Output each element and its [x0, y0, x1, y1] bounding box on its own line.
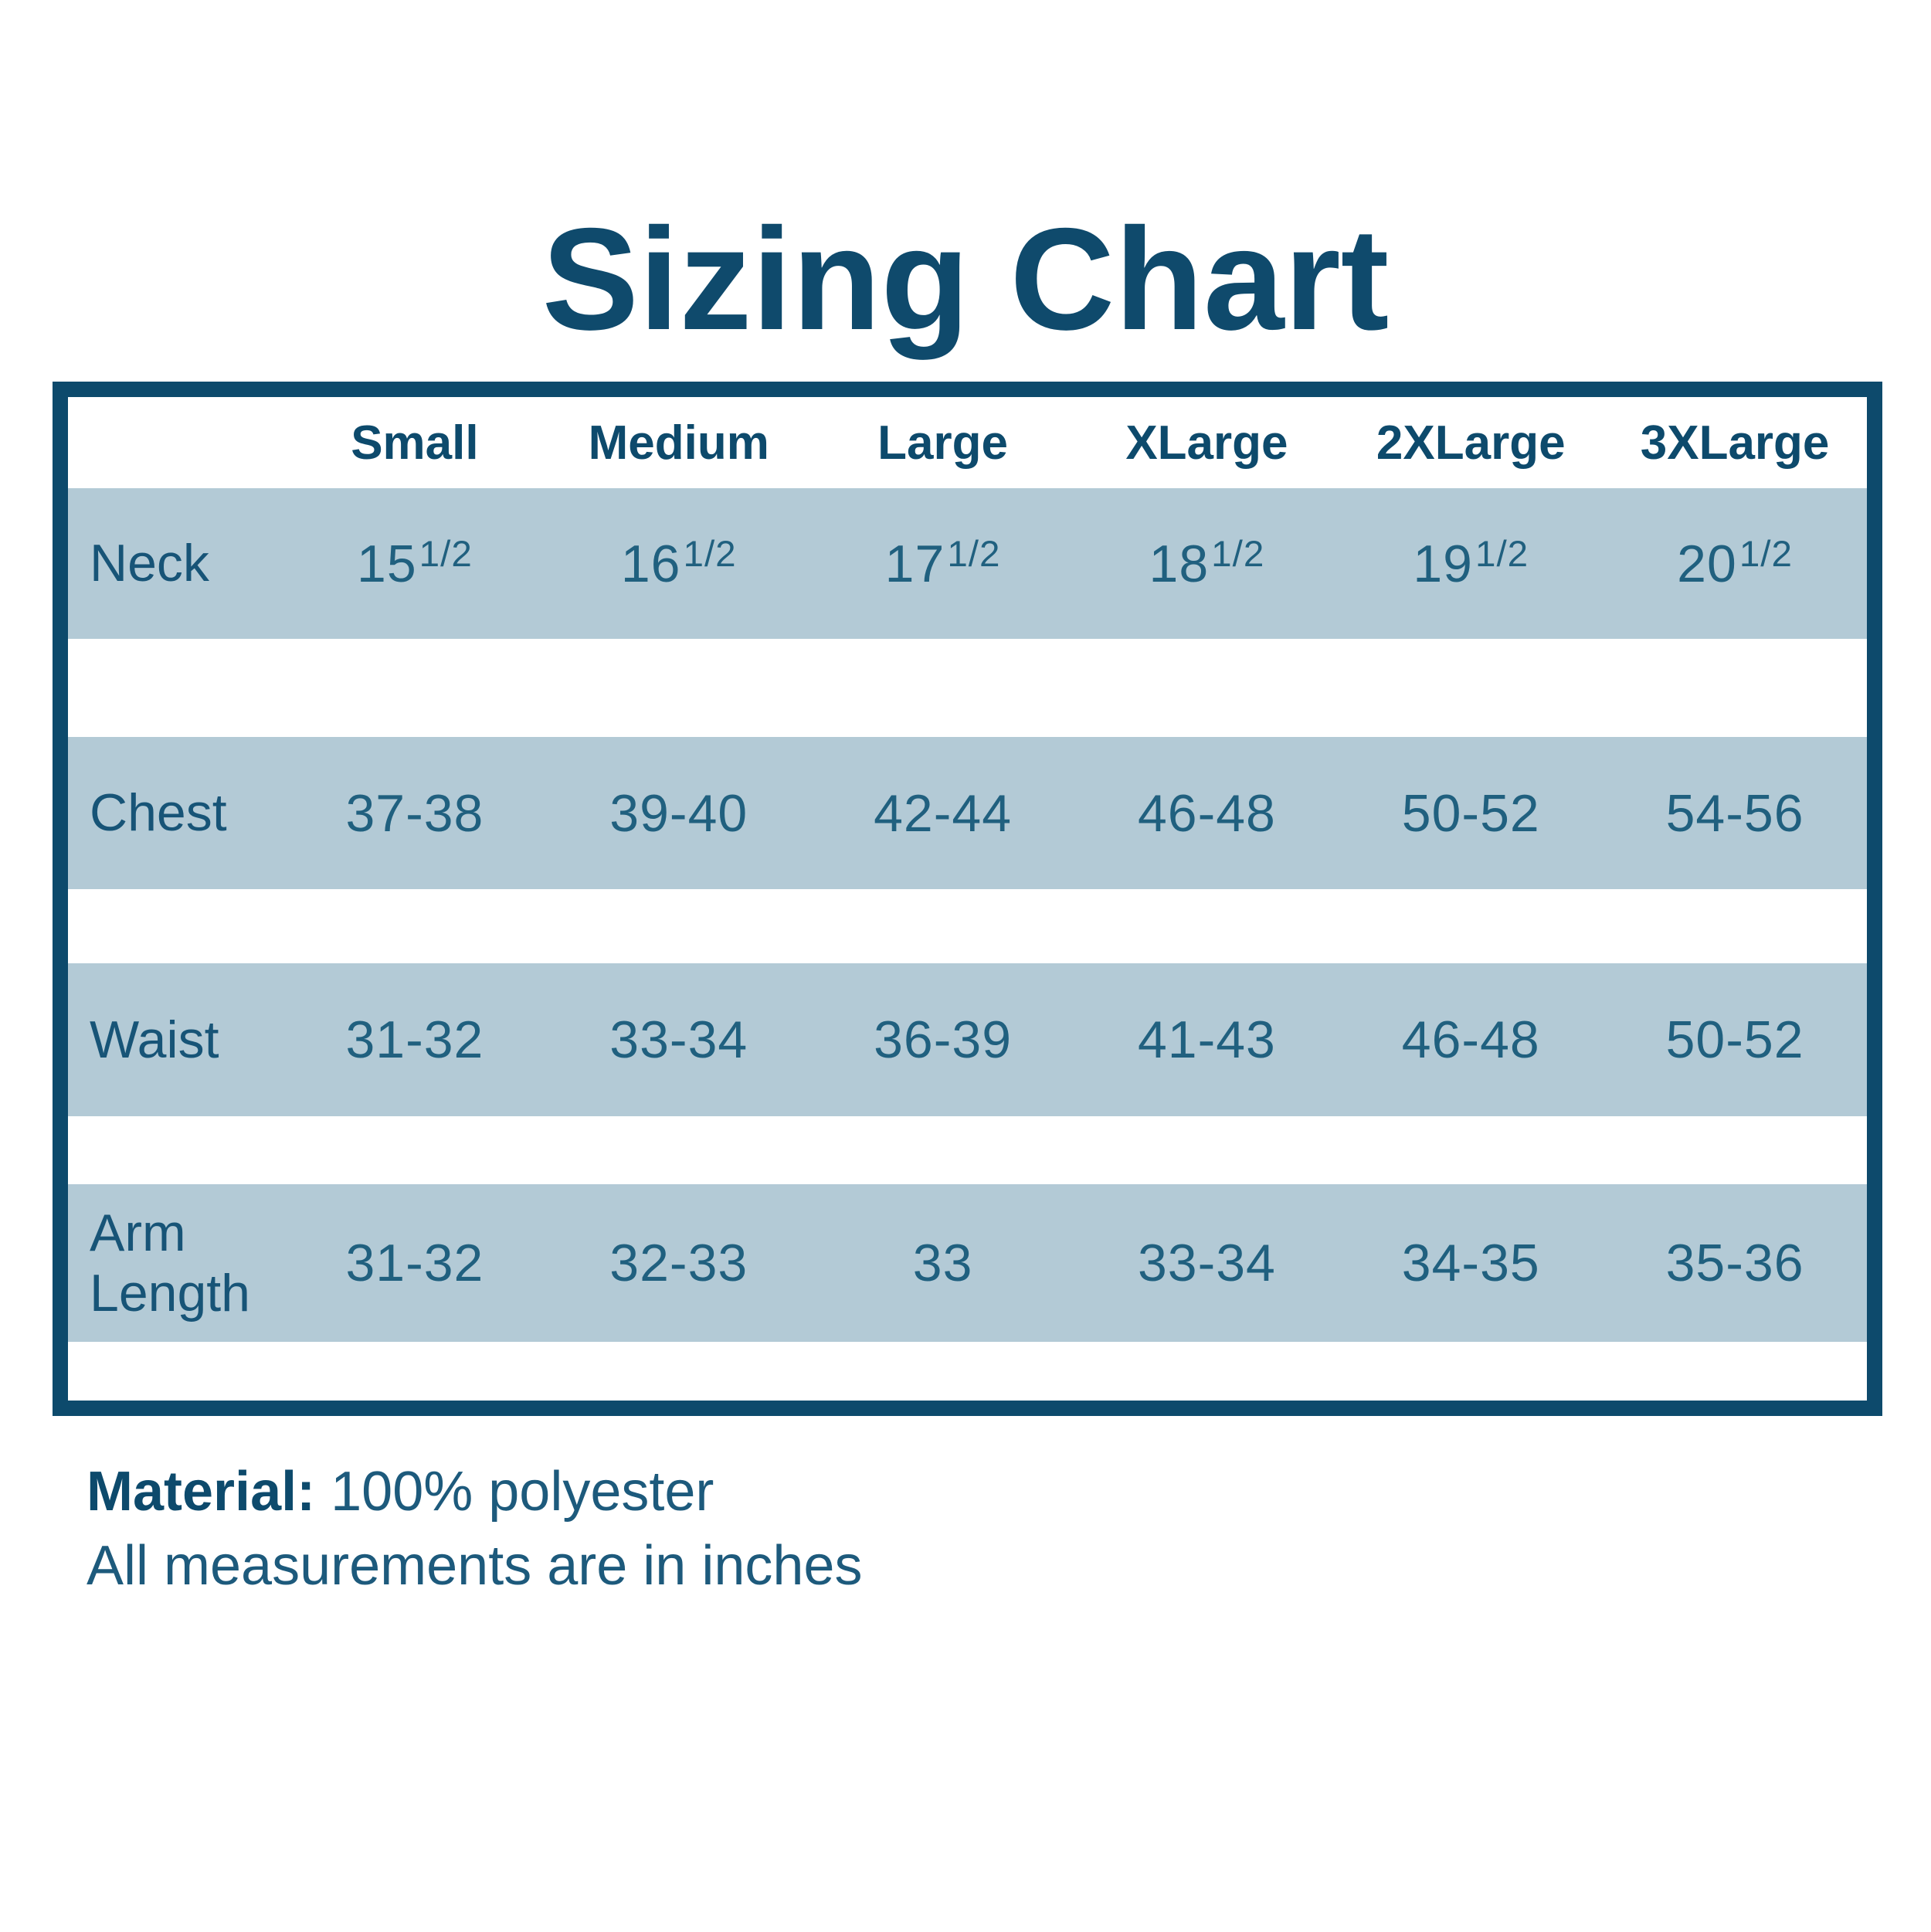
column-header-large: Large	[877, 416, 1008, 470]
neck-value-xlarge: 181/2	[1149, 533, 1265, 593]
table-row-arm-length: Arm Length 31-32 32-33 33 33-34 34-35 35…	[68, 1184, 1867, 1342]
size-header-row: Small Medium Large XLarge 2XLarge 3XLarg…	[68, 397, 1867, 488]
row-label-neck: Neck	[90, 534, 209, 593]
column-header-xlarge: XLarge	[1125, 416, 1288, 470]
spacer-row	[68, 1342, 1867, 1401]
chest-value-large: 42-44	[874, 783, 1013, 843]
chest-value-small: 37-38	[345, 783, 484, 843]
spacer-row	[68, 1116, 1867, 1184]
neck-value-medium: 161/2	[620, 533, 737, 593]
waist-value-3xlarge: 50-52	[1665, 1010, 1804, 1069]
waist-value-xlarge: 41-43	[1137, 1010, 1276, 1069]
waist-value-large: 36-39	[874, 1010, 1013, 1069]
chest-value-medium: 39-40	[609, 783, 748, 843]
column-header-small: Small	[351, 416, 479, 470]
column-header-medium: Medium	[588, 416, 769, 470]
table-row-neck: Neck 151/2 161/2 171/2 181/2 191/2 201/2	[68, 488, 1867, 639]
arm-length-value-2xlarge: 34-35	[1401, 1234, 1540, 1292]
fraction-superscript: 1/2	[1739, 533, 1793, 575]
column-header-2xlarge: 2XLarge	[1376, 416, 1566, 470]
sizing-table: Small Medium Large XLarge 2XLarge 3XLarg…	[53, 382, 1882, 1416]
neck-value-large: 171/2	[884, 533, 1001, 593]
spacer-row	[68, 639, 1867, 737]
row-label-arm-length: Arm Length	[90, 1203, 250, 1323]
waist-value-medium: 33-34	[609, 1010, 748, 1069]
neck-value-small: 151/2	[357, 533, 473, 593]
arm-length-value-medium: 32-33	[609, 1234, 748, 1292]
chest-value-3xlarge: 54-56	[1665, 783, 1804, 843]
fraction-superscript: 1/2	[1475, 533, 1529, 575]
measurements-note: All measurements are in inches	[87, 1535, 863, 1597]
arm-length-value-small: 31-32	[345, 1234, 484, 1292]
arm-length-value-large: 33	[912, 1234, 973, 1292]
row-label-waist: Waist	[90, 1010, 219, 1069]
neck-value-2xlarge: 191/2	[1413, 533, 1529, 593]
row-label-chest: Chest	[90, 783, 227, 843]
waist-value-2xlarge: 46-48	[1401, 1010, 1540, 1069]
fraction-superscript: 1/2	[419, 533, 473, 575]
table-row-waist: Waist 31-32 33-34 36-39 41-43 46-48 50-5…	[68, 963, 1867, 1116]
column-header-3xlarge: 3XLarge	[1640, 416, 1830, 470]
footer-notes: Material: 100% polyester All measurement…	[87, 1455, 862, 1603]
fraction-superscript: 1/2	[683, 533, 737, 575]
material-label: Material:	[87, 1461, 316, 1523]
waist-value-small: 31-32	[345, 1010, 484, 1069]
spacer-row	[68, 889, 1867, 963]
fraction-superscript: 1/2	[1211, 533, 1265, 575]
arm-length-value-xlarge: 33-34	[1137, 1234, 1276, 1292]
arm-length-value-3xlarge: 35-36	[1665, 1234, 1804, 1292]
chest-value-xlarge: 46-48	[1137, 783, 1276, 843]
material-value: 100% polyester	[331, 1461, 714, 1523]
fraction-superscript: 1/2	[947, 533, 1001, 575]
table-row-chest: Chest 37-38 39-40 42-44 46-48 50-52 54-5…	[68, 737, 1867, 889]
page-title: Sizing Chart	[541, 198, 1390, 360]
material-line: Material: 100% polyester	[87, 1455, 862, 1529]
chest-value-2xlarge: 50-52	[1401, 783, 1540, 843]
neck-value-3xlarge: 201/2	[1677, 533, 1793, 593]
